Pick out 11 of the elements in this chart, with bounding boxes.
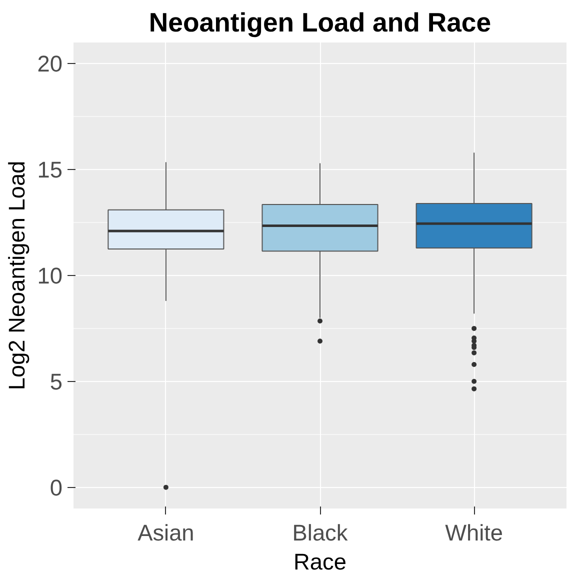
y-axis-title: Log2 Neoantigen Load (3, 160, 30, 390)
y-tick-label: 20 (37, 50, 62, 77)
x-tick-label: White (445, 520, 504, 546)
x-axis-title: Race (294, 548, 346, 574)
chart-title: Neoantigen Load and Race (148, 8, 492, 38)
y-tick-label: 10 (37, 262, 62, 288)
x-tick-label: Asian (138, 520, 194, 546)
y-tick-label: 15 (37, 156, 62, 183)
x-tick-label: Black (292, 520, 348, 546)
y-tick-label: 5 (50, 368, 63, 394)
y-tick-label: 0 (50, 474, 63, 500)
